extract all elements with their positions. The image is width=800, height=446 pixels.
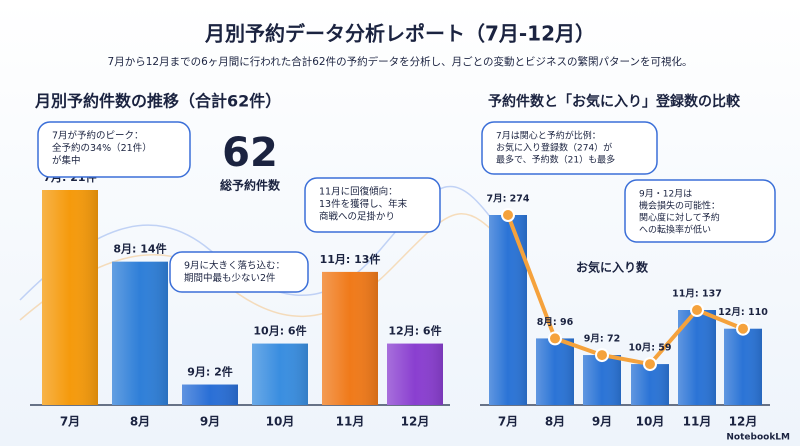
decorative-wave xyxy=(19,213,511,321)
decorative-wave xyxy=(19,185,501,301)
callout-text: お気に入り登録数（274）が xyxy=(496,142,612,154)
callout-text: 7月が予約のピーク： xyxy=(52,130,144,142)
x-tick-label: 7月 xyxy=(498,415,518,429)
callout-text: 最多で、予約数（21）も最多 xyxy=(496,154,615,166)
value-label: 8月: 96 xyxy=(537,317,574,328)
value-label: 10月: 6件 xyxy=(253,324,306,338)
bar-shine xyxy=(489,215,527,405)
chart-title: 月別予約件数の推移（合計62件） xyxy=(34,92,281,111)
bar-shine xyxy=(322,271,378,405)
bar-shine xyxy=(536,338,574,405)
page-subtitle: 7月から12月までの6ヶ月間に行われた合計62件の予約データを分析し、月ごとの変… xyxy=(108,55,693,68)
callout-text: 商戦への足掛かり xyxy=(319,211,395,223)
value-label: 12月: 6件 xyxy=(388,324,441,338)
bar-shine xyxy=(583,355,621,405)
x-tick-label: 10月 xyxy=(266,415,295,429)
line xyxy=(506,214,744,367)
value-label: 7月: 274 xyxy=(486,194,529,205)
x-tick-label: 7月 xyxy=(60,415,80,429)
value-label: 8月: 14件 xyxy=(113,242,166,256)
value-label: 10月: 59 xyxy=(628,343,671,354)
callout-text: 9月に大きく落ち込む： xyxy=(184,260,285,272)
callout-box xyxy=(304,177,441,233)
callout-text: 関心度に対して予約 xyxy=(639,212,720,224)
bar-shine xyxy=(182,384,238,405)
page-title: 月別予約データ分析レポート（7月-12月） xyxy=(204,22,595,46)
line-point xyxy=(736,321,750,336)
x-tick-label: 9月 xyxy=(200,415,220,429)
bar-shine xyxy=(112,261,168,405)
x-tick-label: 11月 xyxy=(683,415,712,429)
bar-shine xyxy=(724,328,762,405)
value-label: 12月: 110 xyxy=(718,307,768,318)
chart-title: 予約件数と「お気に入り」登録数の比較 xyxy=(488,93,741,110)
x-tick-label: 12月 xyxy=(401,415,430,429)
callout-text: 7月は関心と予約が比例： xyxy=(496,130,601,142)
callout-text: 全予約の34%（21件） xyxy=(52,142,152,154)
callout-box xyxy=(481,121,658,175)
bar-shine xyxy=(42,190,98,405)
value-label: 11月: 13件 xyxy=(320,252,381,266)
callout-box xyxy=(37,121,191,178)
x-tick-label: 8月 xyxy=(545,415,565,429)
callout-box xyxy=(169,251,309,293)
total-label: 総予約件数 xyxy=(220,178,281,193)
bar-shine xyxy=(387,343,443,405)
x-tick-label: 10月 xyxy=(636,415,665,429)
x-tick-label: 9月 xyxy=(592,415,612,429)
callout-text: への転換率が低い xyxy=(639,224,711,236)
line-point xyxy=(501,208,515,222)
value-label: 11月: 137 xyxy=(672,289,722,300)
x-tick-label: 12月 xyxy=(729,415,758,429)
x-tick-label: 8月 xyxy=(130,415,150,429)
total-value: 62 xyxy=(222,130,278,176)
line-point xyxy=(643,357,657,372)
value-label: 9月: 2件 xyxy=(187,365,233,379)
legend-label: お気に入り数 xyxy=(576,260,649,275)
value-label: 9月: 72 xyxy=(584,334,620,345)
callout-text: 期間中最も少ない2件 xyxy=(184,272,276,284)
callout-text: が集中 xyxy=(52,155,81,167)
bar-shine xyxy=(252,343,308,405)
callout-text: 13件を獲得し、年末 xyxy=(319,198,408,210)
callout-text: 機会損失の可能性： xyxy=(639,200,720,212)
footer-brand: NotebookLM xyxy=(726,433,790,443)
line-point xyxy=(690,303,704,317)
callout-text: 11月に回復傾向： xyxy=(319,186,398,198)
x-tick-label: 11月 xyxy=(336,415,365,429)
callout-text: 9月・12月は xyxy=(639,189,692,200)
line-point xyxy=(595,348,609,363)
callout-box xyxy=(624,179,776,243)
line-point xyxy=(548,331,562,346)
